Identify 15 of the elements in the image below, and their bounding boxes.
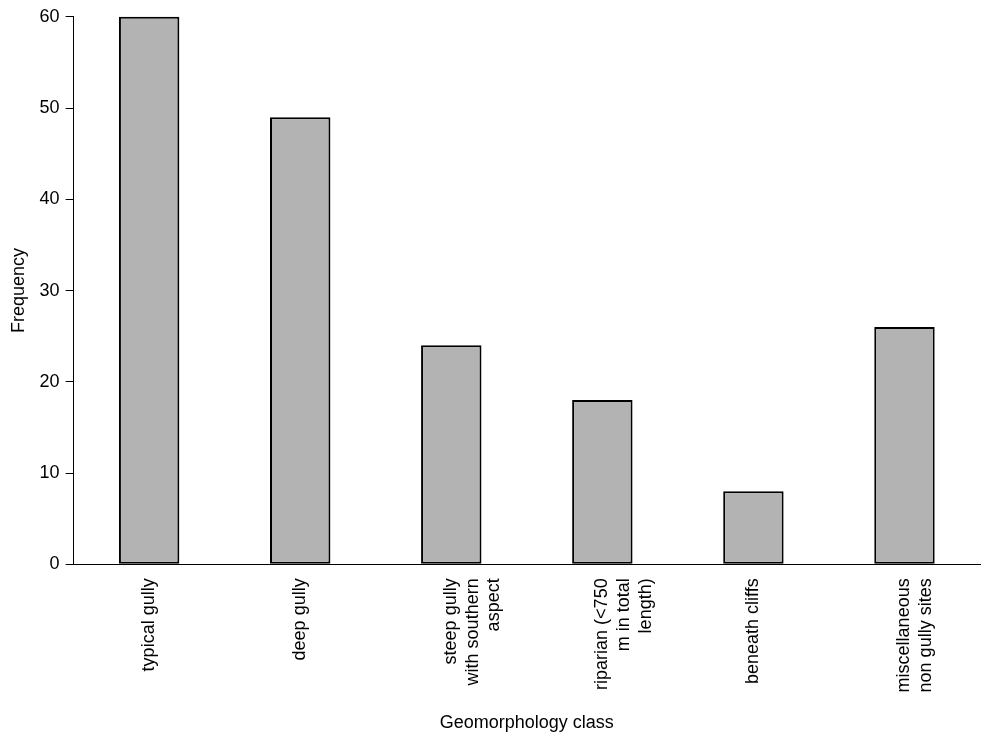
y-axis-title: Frequency <box>7 248 28 334</box>
x-tick-label: steep gully with southern aspect <box>440 578 504 687</box>
x-axis-title: Geomorphology class <box>439 712 614 733</box>
x-tick-label: riparian (<750 m in total length) <box>591 578 655 690</box>
y-tick-label: 30 <box>39 279 60 300</box>
y-tick-label: 60 <box>39 5 60 26</box>
x-tick-label: beneath cliffs <box>742 578 763 685</box>
x-tick-label: deep gully <box>289 578 310 661</box>
x-tick-label: miscellaneous non gully sites <box>893 578 936 693</box>
y-tick-label: 10 <box>39 462 60 483</box>
x-tick-label: typical gully <box>138 578 159 672</box>
y-tick-label: 50 <box>39 97 60 118</box>
y-tick-label: 40 <box>39 188 60 209</box>
y-tick-label: 20 <box>39 370 60 391</box>
y-tick-label: 0 <box>49 553 60 574</box>
